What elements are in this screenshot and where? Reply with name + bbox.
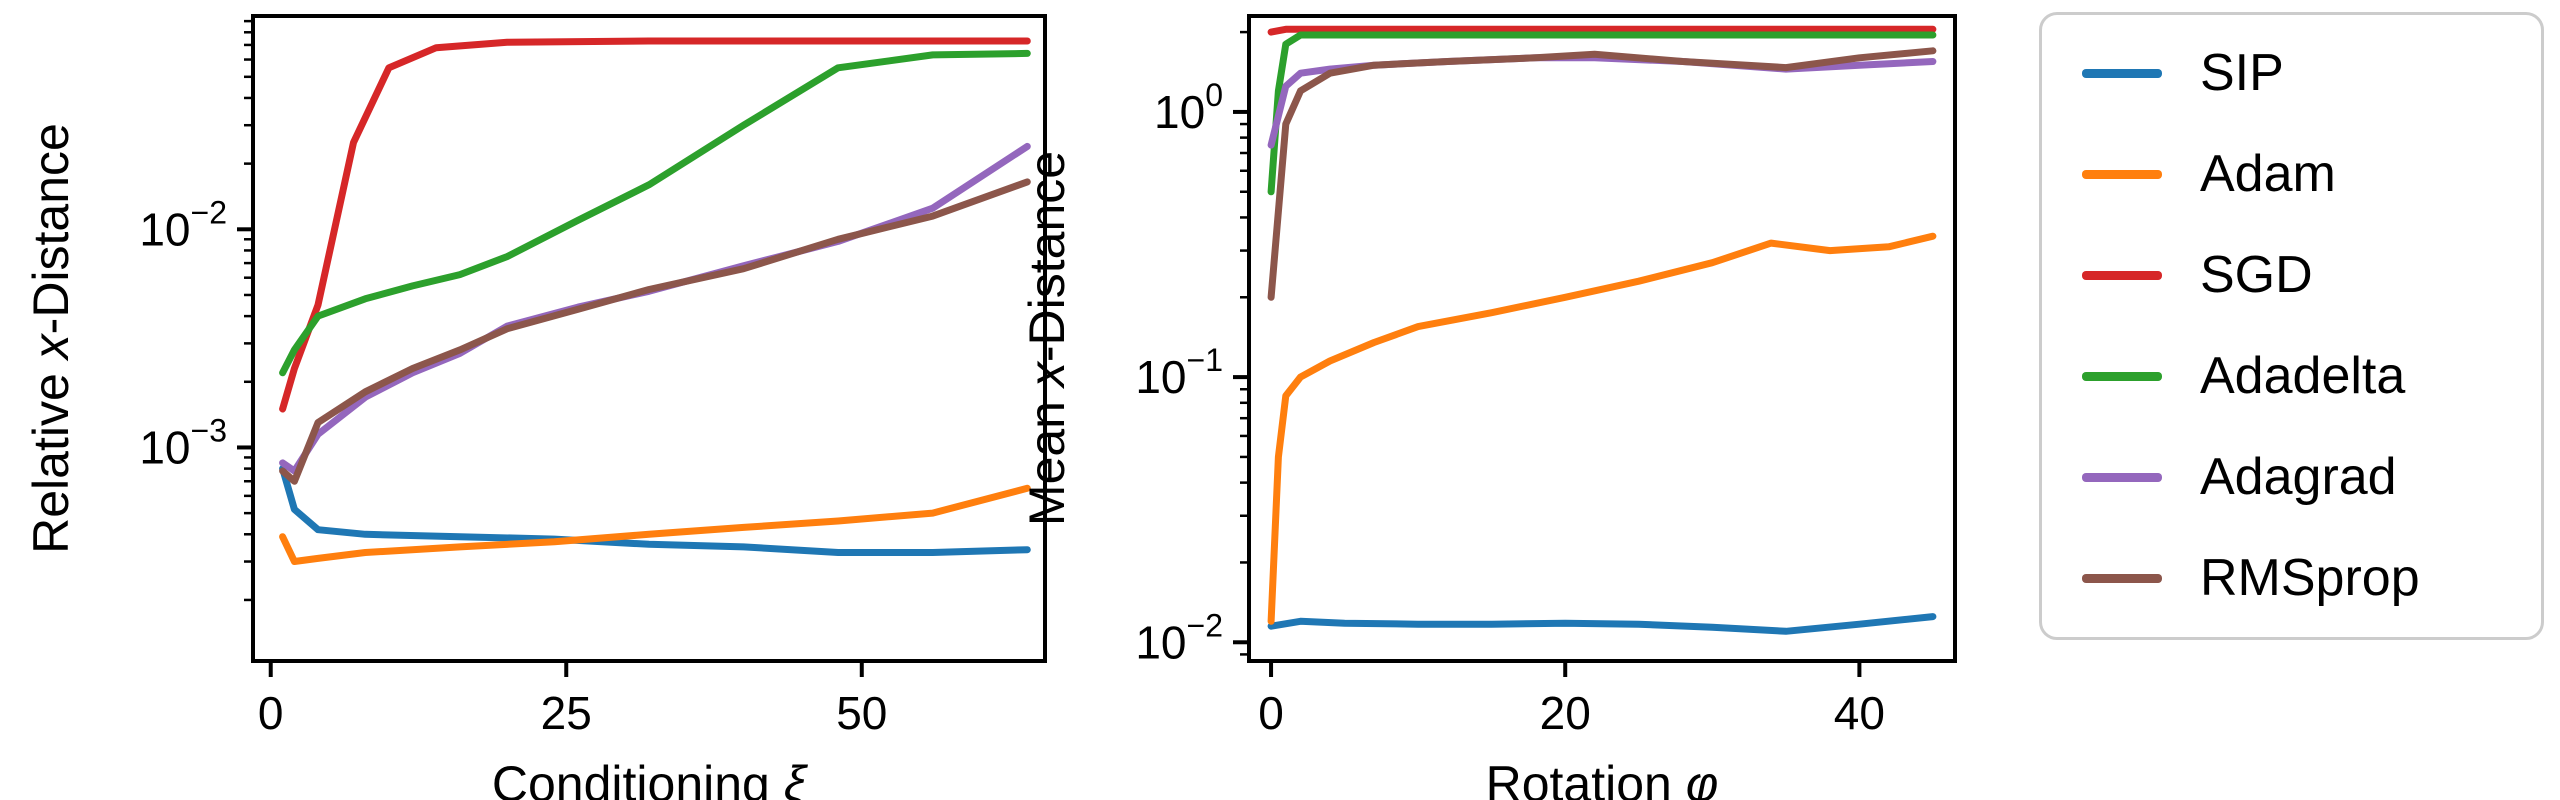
series-line-adagrad xyxy=(1267,54,1937,149)
y-axis-label: Mean x-Distance xyxy=(1019,151,1075,526)
chart-1-ticks: 0 20 40 100 10−1 10−2 xyxy=(1135,30,1885,739)
legend-item-sgd: SGD xyxy=(2082,245,2511,304)
x-tick-label: 20 xyxy=(1540,687,1591,739)
legend-item-adam: Adam xyxy=(2082,144,2511,203)
x-axis-label: Rotation φ xyxy=(1486,756,1719,800)
legend-swatch-rmsprop xyxy=(2082,573,2162,583)
y-tick-label: 10−3 xyxy=(139,412,227,473)
legend-label: Adadelta xyxy=(2200,346,2406,405)
legend-item-rmsprop: RMSprop xyxy=(2082,548,2511,607)
legend-item-adadelta: Adadelta xyxy=(2082,346,2511,405)
x-tick-label: 0 xyxy=(1258,687,1284,739)
series-line-sgd xyxy=(279,37,1031,413)
x-tick-label: 40 xyxy=(1834,687,1885,739)
series-line-adadelta xyxy=(279,49,1031,377)
y-axis-label: Relative x-Distance xyxy=(23,123,79,554)
series-line-sip xyxy=(279,465,1031,556)
series-line-adam xyxy=(1267,232,1937,625)
chart-0-series xyxy=(279,37,1031,565)
series-line-adagrad xyxy=(279,142,1031,475)
legend-item-sip: SIP xyxy=(2082,44,2511,102)
chart-1: 0 20 40 100 10−1 10−2 Rotation φ Mean x-Distanc… xyxy=(1019,14,1957,800)
y-tick-label: 10−2 xyxy=(1135,607,1223,668)
legend-swatch-adadelta xyxy=(2082,371,2162,381)
legend-swatch-adagrad xyxy=(2082,472,2162,482)
x-axis-label: Conditioning ξ xyxy=(492,756,809,800)
x-tick-label: 0 xyxy=(258,687,284,739)
series-line-rmsprop xyxy=(1267,47,1937,301)
axes-box xyxy=(1247,14,1957,663)
chart-0-ticks: 0 25 50 10−2 10−3 xyxy=(139,19,887,739)
series-line-sgd xyxy=(1267,25,1937,36)
legend-swatch-sgd xyxy=(2082,271,2162,280)
y-tick-label: 10−2 xyxy=(139,194,227,255)
series-line-rmsprop xyxy=(279,178,1031,485)
legend-label: RMSprop xyxy=(2200,548,2420,607)
legend-label: SGD xyxy=(2200,245,2313,304)
x-tick-label: 25 xyxy=(541,687,592,739)
legend-label: SIP xyxy=(2200,44,2284,102)
chart-1-series xyxy=(1267,25,1937,635)
y-tick-label: 100 xyxy=(1154,77,1223,138)
legend-label: Adam xyxy=(2200,144,2336,203)
series-line-sip xyxy=(1267,613,1937,635)
axes-box xyxy=(251,14,1047,663)
y-tick-label: 10−1 xyxy=(1135,342,1223,403)
x-tick-label: 50 xyxy=(836,687,887,739)
legend: SIP Adam SGD Adadelta Adagrad RMSprop xyxy=(2039,12,2544,640)
series-line-adam xyxy=(279,484,1031,565)
chart-0: 0 25 50 10−2 10−3 Conditioning ξ Relative x-Di… xyxy=(23,14,1047,800)
legend-item-adagrad: Adagrad xyxy=(2082,447,2511,506)
legend-swatch-adam xyxy=(2082,170,2162,180)
legend-label: Adagrad xyxy=(2200,447,2397,506)
series-line-adadelta xyxy=(1267,31,1937,196)
legend-swatch-sip xyxy=(2082,69,2162,79)
